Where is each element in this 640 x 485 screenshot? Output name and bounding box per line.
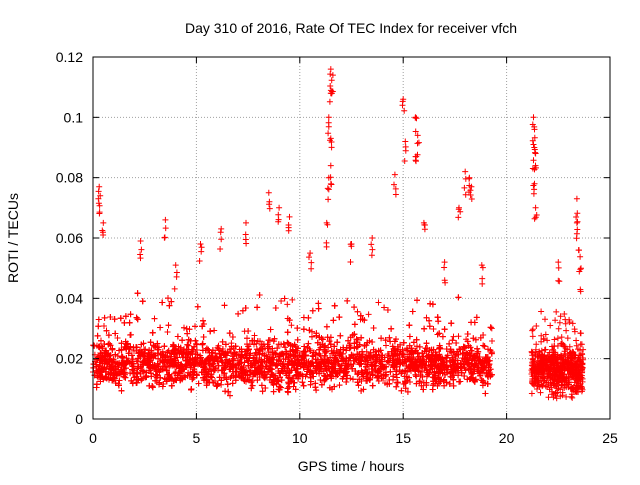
- chart-background: [0, 0, 640, 480]
